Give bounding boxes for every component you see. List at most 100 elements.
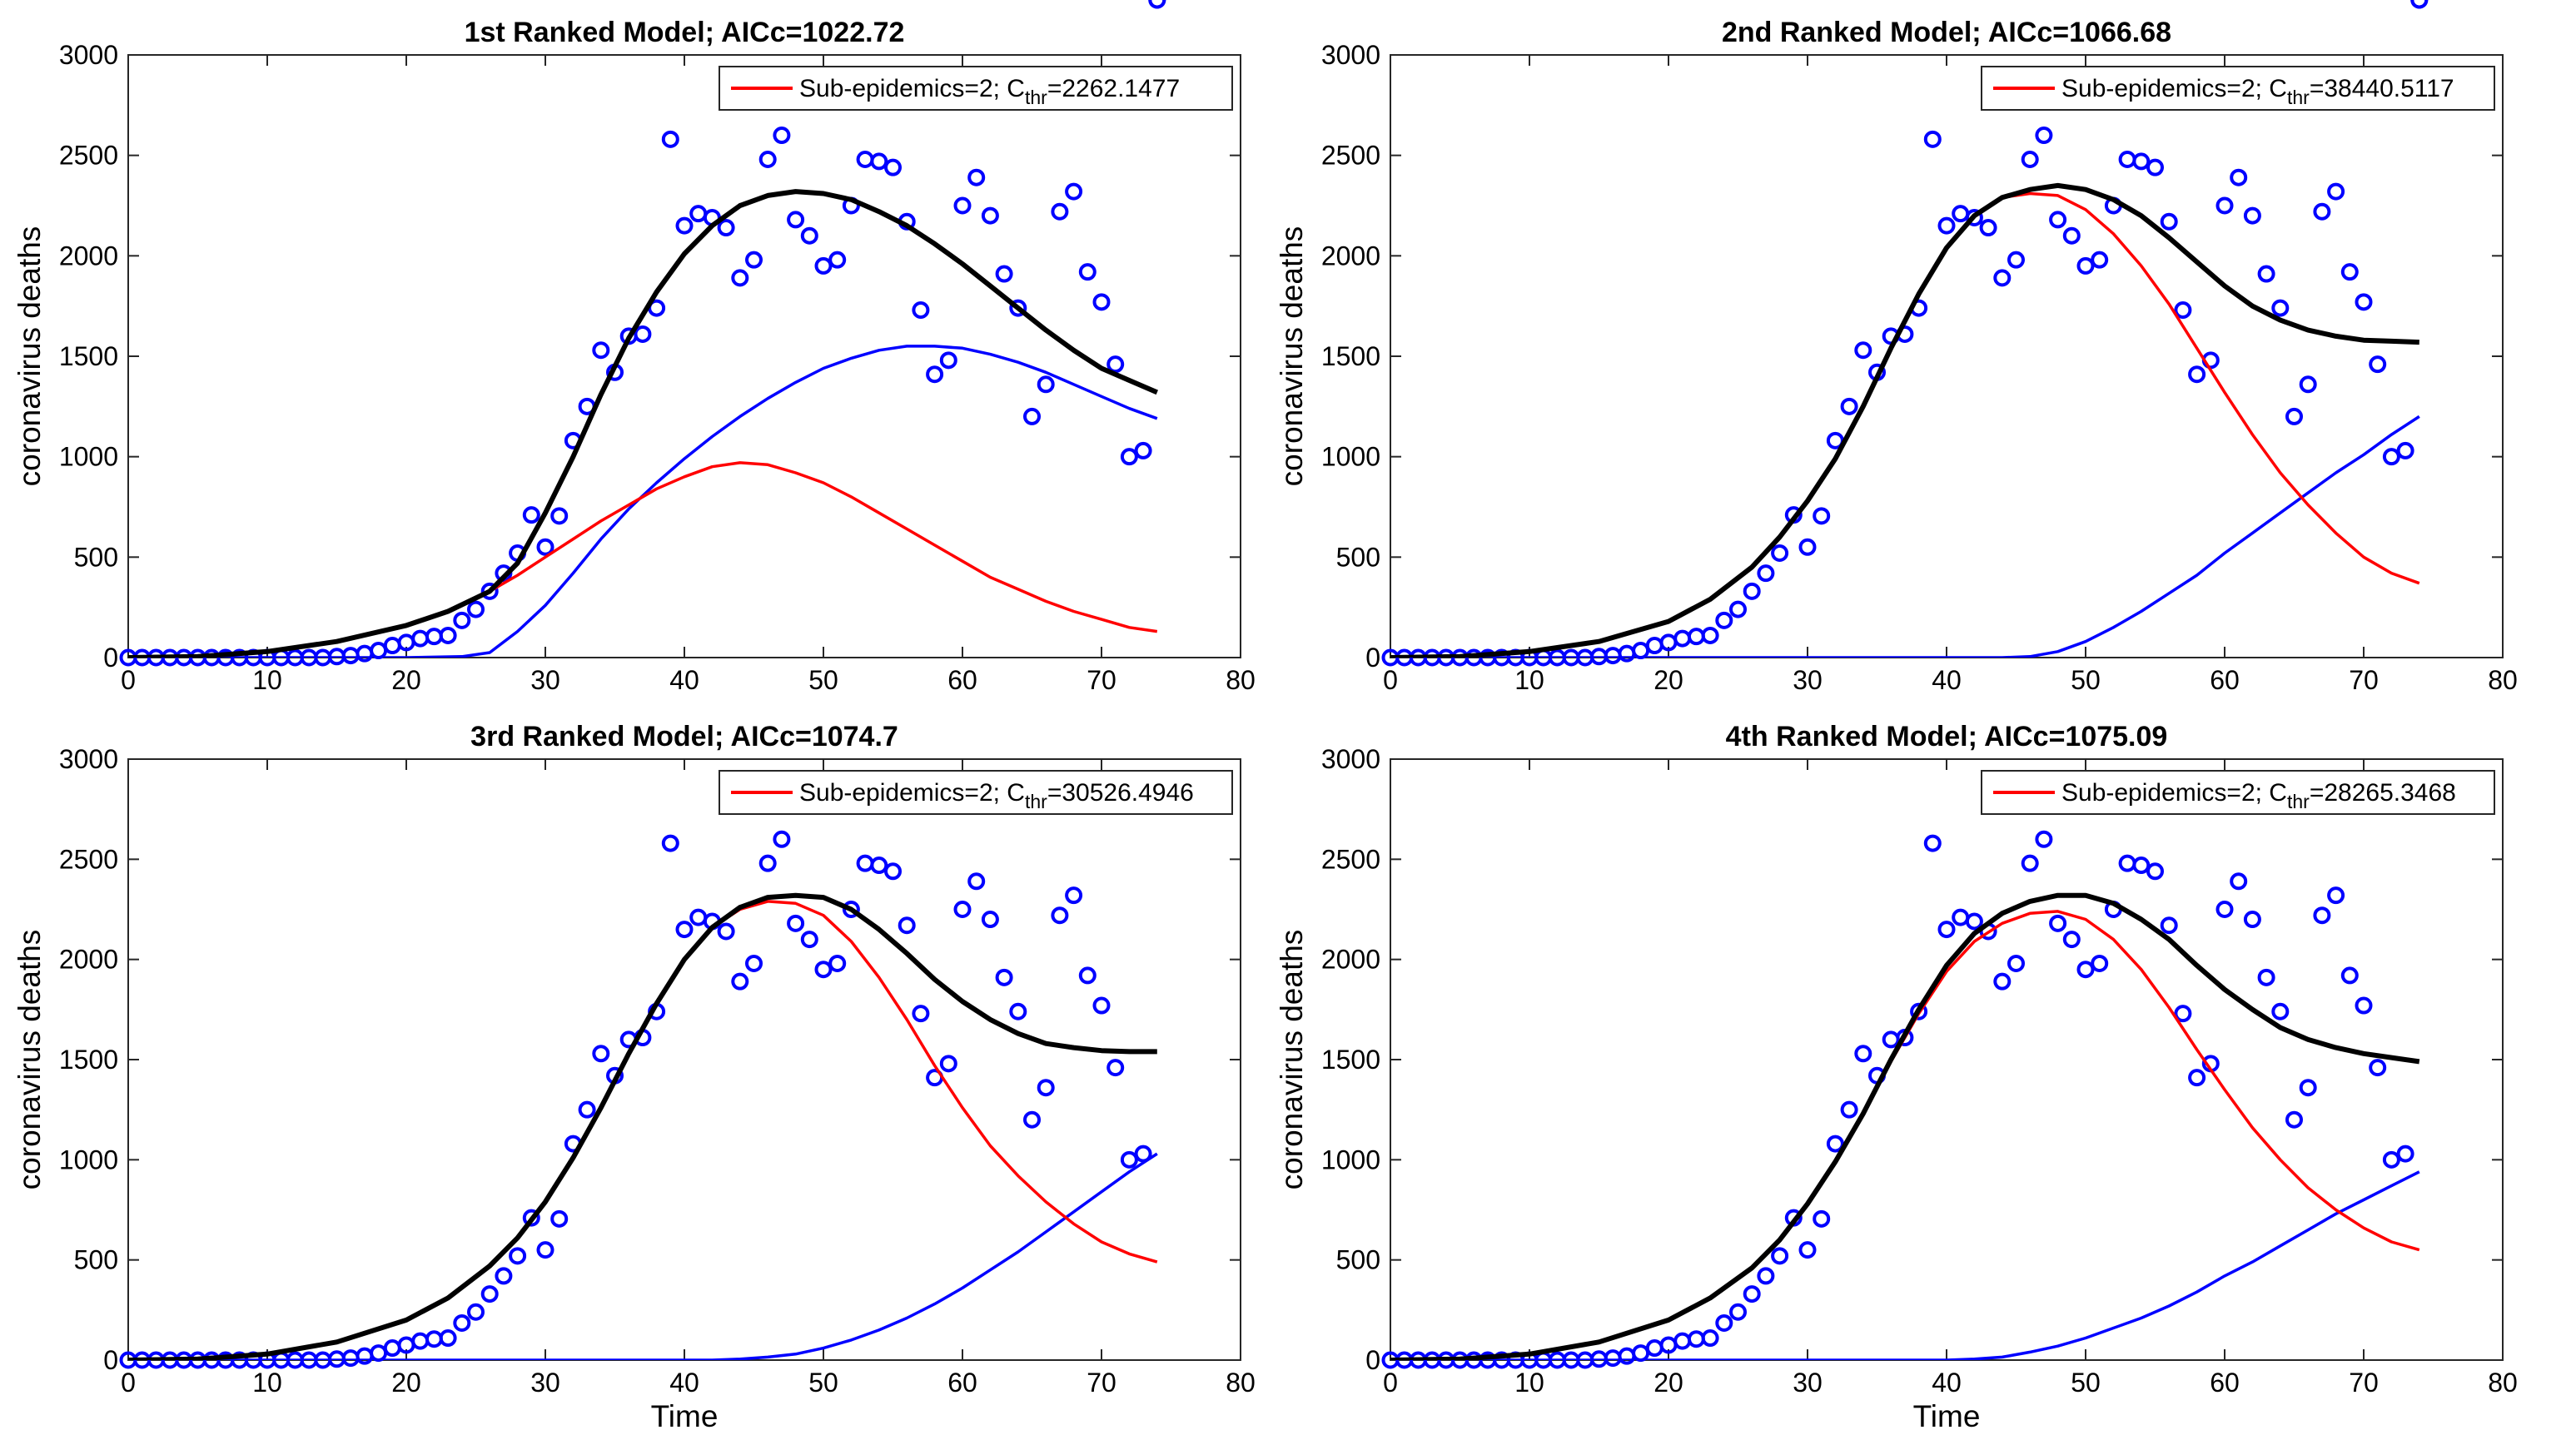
x-tick-label: 0 [1383,1368,1398,1398]
data-point [661,834,679,852]
axes-box [127,54,1241,658]
data-point [758,854,777,872]
y-tick-label: 2500 [59,141,118,171]
data-point [1798,1241,1817,1259]
data-point [2062,931,2081,949]
fit-curve-subepidemic-2 [1390,1170,2420,1360]
y-tick-label: 2000 [59,241,118,271]
y-tick-label: 500 [74,542,118,572]
data-point [1023,407,1041,425]
legend-label: Sub-epidemics=2; Cthr=30526.4946 [799,779,1194,812]
x-tick-label: 20 [1654,665,1683,695]
data-point [800,226,818,245]
x-tick-label: 60 [947,1368,977,1398]
data-point [2160,916,2178,935]
data-point [453,611,471,629]
data-point [2355,996,2373,1015]
fit-curve-subepidemic-2 [1390,415,2420,658]
x-tick-label: 70 [2349,1368,2379,1398]
data-point [2313,906,2331,925]
data-point [1106,1059,1125,1077]
x-tick-label: 60 [2210,665,2240,695]
data-point [2007,954,2025,972]
data-point [1037,375,1055,394]
legend-box [719,770,1233,815]
data-point [1771,1247,1789,1265]
x-tick-label: 10 [1514,1368,1544,1398]
data-point [2369,355,2387,374]
data-point [1910,1002,1928,1020]
data-point [2007,251,2025,269]
y-axis-label: coronavirus deaths [1275,930,1309,1190]
data-point [981,911,999,929]
x-tick-label: 80 [1226,1368,1256,1398]
data-point [2396,441,2414,459]
data-point [2382,1150,2400,1169]
data-point [773,127,791,145]
data-point [1729,1303,1747,1321]
y-tick-label: 1500 [59,341,118,371]
x-tick-label: 0 [121,665,136,695]
legend-label: Sub-epidemics=2; Cthr=38440.5117 [2061,75,2454,108]
data-point [1854,341,1872,360]
x-tick-label: 60 [2210,1368,2240,1398]
fit-curve-total [1390,182,2419,658]
y-tick-label: 1000 [59,1145,118,1174]
x-tick-label: 30 [530,1368,560,1398]
x-tick-label: 0 [1383,665,1398,695]
data-point [1965,912,1983,931]
x-tick-label: 20 [391,1368,421,1398]
data-point [1993,269,2012,287]
chart-panel-1: 0 10 20 30 40 50 60 70 80 0 500 1000 1500 2000 2500 300… [12,0,1256,695]
data-point [814,961,833,979]
chart-panel-4: 0 10 20 30 40 50 60 70 8005001000150020002500300… [1275,0,2518,1433]
data-point [2243,206,2261,225]
data-point [1134,1145,1152,1163]
data-point [1023,1110,1041,1129]
data-point [2285,1110,2303,1129]
data-point [522,506,540,524]
fit-curve-total [128,892,1157,1360]
data-point [870,857,888,875]
x-tick-label: 10 [1514,665,1544,695]
y-tick-label: 3000 [1321,744,1380,774]
data-point [1051,906,1069,925]
data-point [480,1285,499,1303]
data-point [912,1005,930,1023]
y-tick-label: 0 [1365,643,1380,673]
data-point [2035,830,2053,848]
legend-box [1981,66,2495,111]
data-point [2035,127,2053,145]
y-axis-label: coronavirus deaths [12,226,47,487]
data-point [2340,263,2359,281]
y-tick-label: 3000 [59,744,118,774]
data-point [2188,1069,2206,1087]
data-point [1757,564,1775,583]
data-point [675,921,694,939]
x-tick-label: 50 [808,665,838,695]
data-point [2076,256,2095,275]
x-tick-label: 20 [1654,1368,1683,1398]
data-point [2369,1059,2387,1077]
data-point [2174,300,2192,319]
data-point [1923,130,1942,148]
data-point [1854,1045,1872,1063]
data-point [773,830,791,848]
data-point [898,916,916,935]
data-point [995,265,1013,283]
data-point [912,300,930,319]
data-point [926,365,944,384]
data-point [550,1209,569,1228]
data-point [2021,854,2039,872]
data-point [2230,168,2248,186]
data-point [1715,611,1733,629]
x-tick-label: 50 [2071,1368,2101,1398]
data-point [1813,507,1831,525]
x-tick-label: 40 [1932,665,1962,695]
data-point [939,1055,957,1073]
data-point [1826,1135,1844,1153]
data-point [995,968,1013,986]
chart-title: 1st Ranked Model; AICc=1022.72 [465,17,905,48]
x-tick-label: 10 [252,665,282,695]
